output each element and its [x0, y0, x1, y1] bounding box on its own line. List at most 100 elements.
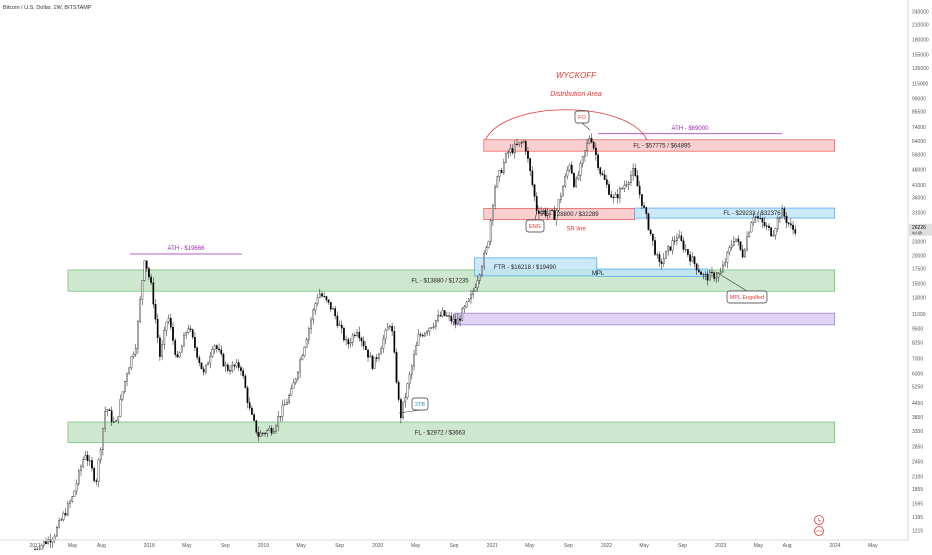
candle-up: [69, 501, 70, 503]
candle-up: [319, 294, 320, 298]
price-tick-label: 155000: [912, 52, 929, 58]
candle-down: [534, 185, 535, 197]
candle-up: [781, 209, 782, 218]
candle-up: [543, 210, 544, 211]
candle-up: [291, 388, 292, 395]
candle-down: [451, 316, 452, 321]
candle-up: [139, 300, 140, 322]
candle-down: [45, 542, 46, 544]
candle-down: [635, 168, 636, 175]
candle-down: [643, 206, 644, 208]
candle-down: [249, 403, 250, 408]
candle-up: [118, 417, 119, 421]
candle-down: [321, 294, 322, 296]
candle-down: [689, 255, 690, 262]
candle-up: [562, 186, 563, 196]
candle-up: [407, 384, 408, 398]
candle-up: [236, 363, 237, 367]
price-tick-label: 13000: [912, 296, 926, 302]
candle-up: [503, 162, 504, 172]
candle-down: [573, 173, 574, 186]
candle-up: [418, 335, 419, 346]
candle-down: [788, 223, 789, 224]
candle-up: [519, 143, 520, 145]
candle-down: [608, 184, 609, 194]
time-tick-label: Sep: [221, 543, 230, 549]
candle-up: [777, 218, 778, 229]
candle-down: [637, 176, 638, 187]
candle-down: [516, 144, 517, 145]
candle-up: [729, 247, 730, 252]
time-tick-label: May: [525, 543, 535, 549]
candle-up: [437, 315, 438, 320]
candle-up: [547, 213, 548, 215]
candle-up: [232, 365, 233, 371]
candle-up: [755, 217, 756, 218]
candle-up: [304, 347, 305, 356]
candle-up: [284, 404, 285, 405]
candle-up: [168, 318, 169, 322]
candle-down: [554, 210, 555, 219]
candle-down: [521, 143, 522, 144]
candle-down: [768, 226, 769, 228]
candle-up: [475, 288, 476, 291]
candle-up: [317, 297, 318, 303]
candle-down: [738, 239, 739, 242]
candle-down: [247, 388, 248, 403]
candle-up: [275, 426, 276, 431]
candle-up: [751, 223, 752, 232]
candle-down: [177, 355, 178, 357]
candle-down: [597, 155, 598, 168]
wyckoff-title: WYCKOFF: [556, 71, 597, 80]
candle-down: [234, 365, 235, 366]
candle-down: [334, 308, 335, 315]
candle-up: [510, 149, 511, 153]
candle-up: [494, 187, 495, 205]
candle-up: [299, 360, 300, 372]
candle-down: [109, 410, 110, 411]
candle-up: [727, 252, 728, 262]
candle-up: [709, 272, 710, 280]
candle-up: [773, 235, 774, 236]
candle-up: [383, 339, 384, 349]
candle-up: [619, 188, 620, 198]
candle-up: [380, 349, 381, 354]
candle-up: [569, 165, 570, 170]
candle-up: [589, 138, 590, 143]
candle-down: [216, 346, 217, 349]
candle-down: [394, 331, 395, 352]
time-tick-label: 2020: [372, 543, 383, 549]
candle-up: [183, 335, 184, 346]
ath-2017-label: ATH - $19666: [168, 246, 206, 252]
candle-up: [210, 356, 211, 363]
candle-down: [157, 319, 158, 338]
candle-down: [175, 340, 176, 354]
candle-down: [245, 376, 246, 388]
candle-down: [242, 371, 243, 376]
time-tick-label: 2019: [258, 543, 269, 549]
candle-down: [326, 296, 327, 299]
candle-down: [600, 168, 601, 174]
candle-down: [343, 328, 344, 340]
candle-down: [238, 363, 239, 368]
price-tick-label: 41000: [912, 183, 926, 189]
two-tb-callout-text: 2TB: [415, 402, 425, 408]
price-tick-label: 210000: [912, 22, 929, 28]
candle-up: [508, 152, 509, 154]
candle-down: [532, 171, 533, 185]
candle-down: [792, 225, 793, 230]
candle-down: [448, 316, 449, 317]
candle-up: [179, 352, 180, 357]
time-tick-label: Aug: [97, 543, 106, 549]
candle-up: [205, 365, 206, 372]
candle-down: [87, 455, 88, 461]
candle-up: [442, 310, 443, 316]
candle-down: [251, 408, 252, 415]
candle-up: [142, 281, 143, 300]
candle-up: [667, 247, 668, 251]
candle-up: [413, 355, 414, 366]
candle-up: [466, 302, 467, 307]
time-tick-label: May: [182, 543, 192, 549]
